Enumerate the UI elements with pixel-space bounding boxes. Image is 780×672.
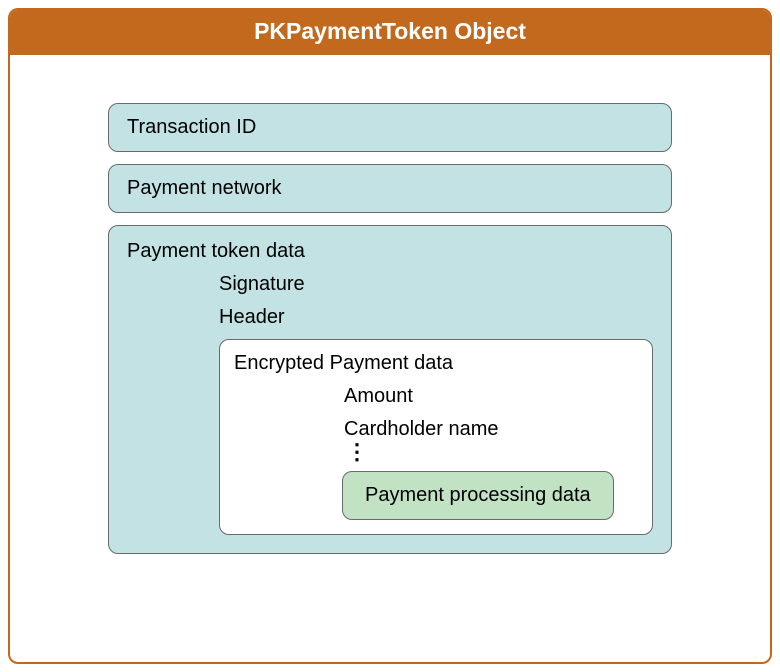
header-label: Header <box>219 306 653 329</box>
signature-label: Signature <box>219 273 653 296</box>
pkpaymenttoken-container: PKPaymentToken Object Transaction ID Pay… <box>8 8 772 664</box>
cardholder-name-label: Cardholder name <box>344 418 638 441</box>
payment-processing-data-label: Payment processing data <box>365 484 591 506</box>
encrypted-payment-data-box: Encrypted Payment data Amount Cardholder… <box>219 339 653 535</box>
payment-network-box: Payment network <box>108 164 672 213</box>
transaction-id-label: Transaction ID <box>127 116 256 138</box>
payment-processing-data-box: Payment processing data <box>342 471 614 520</box>
body-area: Transaction ID Payment network Payment t… <box>10 55 770 596</box>
header-bar: PKPaymentToken Object <box>10 10 770 55</box>
encrypted-payment-data-label: Encrypted Payment data <box>234 352 453 374</box>
amount-label: Amount <box>344 385 638 408</box>
transaction-id-box: Transaction ID <box>108 103 672 152</box>
vertical-ellipsis-icon: ⋮ <box>344 443 370 461</box>
header-title: PKPaymentToken Object <box>254 18 526 44</box>
payment-token-data-label: Payment token data <box>127 240 305 262</box>
payment-network-label: Payment network <box>127 177 282 199</box>
payment-token-data-box: Payment token data Signature Header Encr… <box>108 225 672 554</box>
